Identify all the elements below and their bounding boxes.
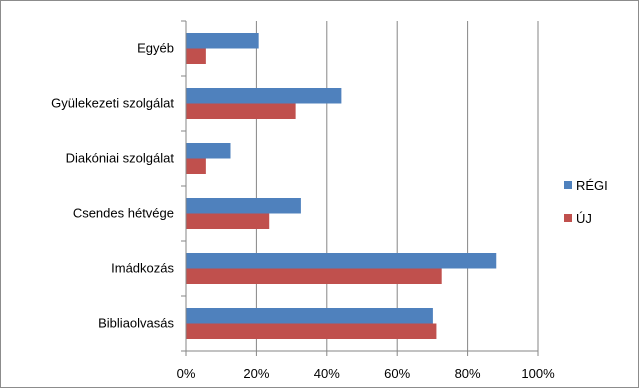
bar-uj [186,158,206,174]
bar-regi [186,143,231,159]
x-tick-label: 100% [521,366,555,381]
category-labels: Egyéb Gyülekezeti szolgálat Diakóniai szol… [51,41,174,331]
bar-regi [186,33,259,49]
legend-label: ÚJ [576,211,592,226]
bar-regi [186,253,497,269]
bar-uj [186,213,270,229]
x-tick-label: 60% [384,366,410,381]
legend: RÉGI ÚJ [564,178,608,226]
x-tick-label: 40% [314,366,340,381]
gridlines [255,21,539,351]
legend-swatch [564,214,572,222]
bar-regi [186,88,342,104]
category-label: Gyülekezeti szolgálat [51,96,174,111]
bar-uj [186,48,206,64]
bar-regi [186,308,433,324]
bar-regi [186,198,301,214]
category-label: Egyéb [137,41,174,56]
legend-swatch [564,181,572,189]
x-tick-label: 80% [455,366,481,381]
category-label: Csendes hétvége [73,206,174,221]
tick-labels: 0% 20% 40% 60% 80% 100% [177,366,555,381]
category-label: Bibliaolvasás [98,316,174,331]
x-tick-label: 0% [177,366,196,381]
category-label: Imádkozás [111,261,174,276]
x-tick-label: 20% [243,366,269,381]
bar-uj [186,323,437,339]
bar-uj [186,268,442,284]
bars [186,33,497,339]
bar-uj [186,103,296,119]
legend-label: RÉGI [576,178,608,193]
category-label: Diakóniai szolgálat [66,151,175,166]
axis [181,20,539,356]
